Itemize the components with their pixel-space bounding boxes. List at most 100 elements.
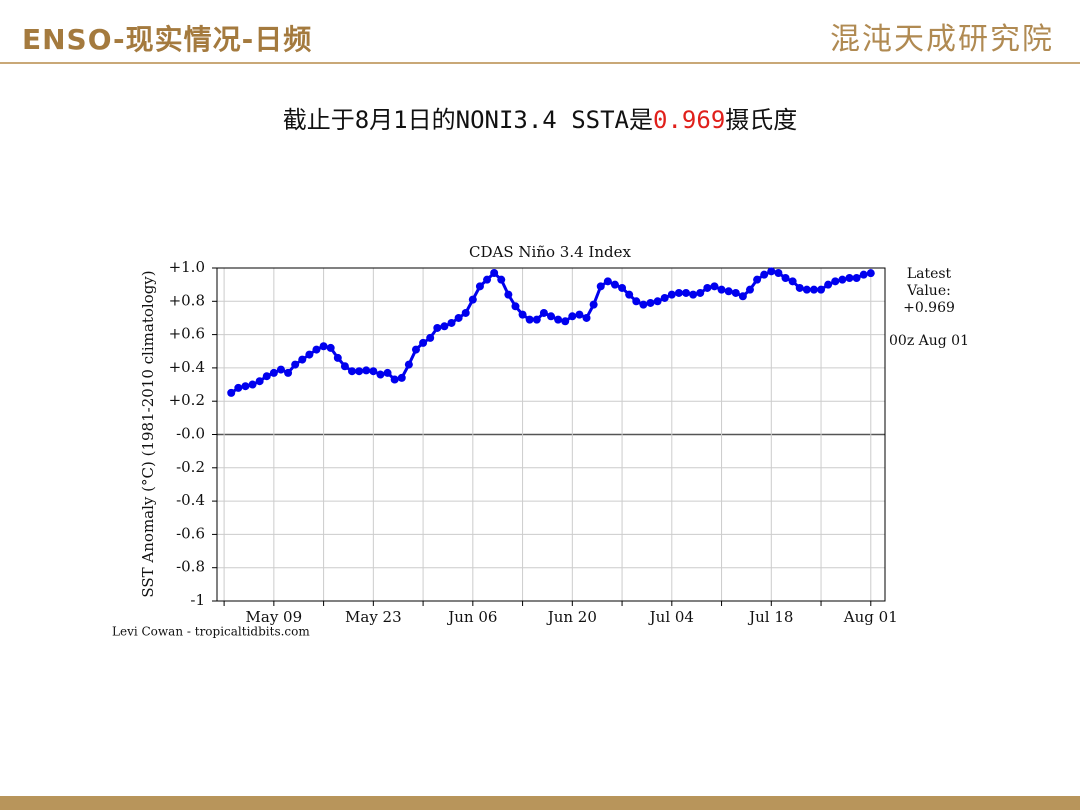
data-point [554, 315, 563, 324]
annotation: +0.969 [903, 300, 955, 316]
x-tick-label: Aug 01 [843, 608, 898, 626]
data-point [625, 290, 634, 299]
data-point [745, 285, 754, 294]
data-point [468, 295, 477, 304]
data-point [490, 268, 499, 277]
data-point [596, 282, 605, 291]
credit: Levi Cowan - tropicaltidbits.com [112, 625, 310, 639]
data-point [610, 280, 619, 289]
data-point [838, 275, 847, 284]
data-point [248, 380, 257, 389]
data-point [802, 285, 811, 294]
x-tick-label: Jun 06 [446, 608, 497, 626]
data-point [355, 367, 364, 376]
data-point [639, 300, 648, 309]
chart-title: CDAS Niño 3.4 Index [469, 243, 631, 261]
data-point [348, 367, 357, 376]
y-tick-label: -0.8 [176, 558, 205, 576]
data-point [724, 287, 733, 296]
data-point [305, 350, 314, 359]
data-point [397, 373, 406, 382]
data-point [866, 269, 875, 278]
data-point [433, 323, 442, 332]
data-point [411, 345, 420, 354]
data-point [383, 368, 392, 377]
data-point [504, 290, 513, 299]
data-point [689, 290, 698, 299]
data-point [255, 377, 264, 386]
data-point [511, 302, 520, 311]
data-point [767, 267, 776, 276]
y-tick-label: -0.6 [176, 524, 205, 542]
data-point [561, 317, 570, 326]
y-tick-label: +0.4 [169, 358, 205, 376]
data-point [483, 275, 492, 284]
data-point [475, 282, 484, 291]
header-title: ENSO-现实情况-日频 [22, 23, 313, 56]
data-point [824, 280, 833, 289]
data-point [795, 283, 804, 292]
x-tick-label: Jun 20 [546, 608, 597, 626]
data-point [710, 282, 719, 291]
data-point [333, 353, 342, 362]
x-tick-label: May 09 [246, 608, 303, 626]
data-point [618, 283, 627, 292]
footer-bar [0, 796, 1080, 810]
data-point [390, 375, 399, 384]
data-point [859, 270, 868, 279]
y-tick-label: +0.6 [169, 325, 205, 343]
data-point [831, 277, 840, 286]
annotation: Latest [907, 266, 952, 282]
data-point [753, 275, 762, 284]
data-point [269, 368, 278, 377]
data-point [667, 290, 676, 299]
data-point [404, 360, 413, 369]
data-point [298, 355, 307, 364]
data-point [589, 300, 598, 309]
data-point [696, 288, 705, 297]
y-tick-label: +0.2 [169, 391, 205, 409]
y-tick-label: -0.0 [176, 425, 205, 443]
x-tick-label: Jul 04 [648, 608, 694, 626]
data-point [845, 273, 854, 282]
data-point [312, 345, 321, 354]
data-point [227, 388, 236, 397]
data-point [817, 285, 826, 294]
plot-frame [216, 267, 886, 602]
data-point [547, 312, 555, 321]
data-point [632, 297, 641, 306]
data-point [582, 313, 591, 322]
x-tick-label: May 23 [345, 608, 402, 626]
data-point [262, 372, 271, 381]
data-point [660, 293, 669, 302]
data-point [376, 370, 385, 379]
data-point [603, 277, 612, 286]
header-rule [0, 62, 1080, 64]
data-point [788, 277, 797, 286]
data-point [454, 313, 463, 322]
data-point [276, 365, 285, 374]
data-point [781, 273, 790, 282]
data-point [852, 273, 861, 282]
data-point [674, 288, 683, 297]
data-point [539, 308, 548, 317]
data-point [703, 283, 712, 292]
x-tick-label: Jul 18 [747, 608, 793, 626]
data-point [774, 268, 783, 277]
data-point [291, 360, 300, 369]
data-point [426, 333, 435, 342]
data-point [369, 367, 378, 376]
data-point [326, 343, 335, 352]
data-point [738, 292, 747, 301]
data-point [682, 288, 691, 297]
data-point [440, 322, 449, 331]
data-point [461, 308, 470, 317]
y-tick-label: +0.8 [169, 291, 205, 309]
logo: 混沌天成研究院 [830, 22, 1054, 57]
data-point [568, 312, 577, 321]
data-point [809, 285, 818, 294]
data-point [234, 383, 243, 392]
data-point [447, 318, 456, 327]
y-tick-label: -0.2 [176, 458, 205, 476]
data-point [241, 382, 250, 391]
